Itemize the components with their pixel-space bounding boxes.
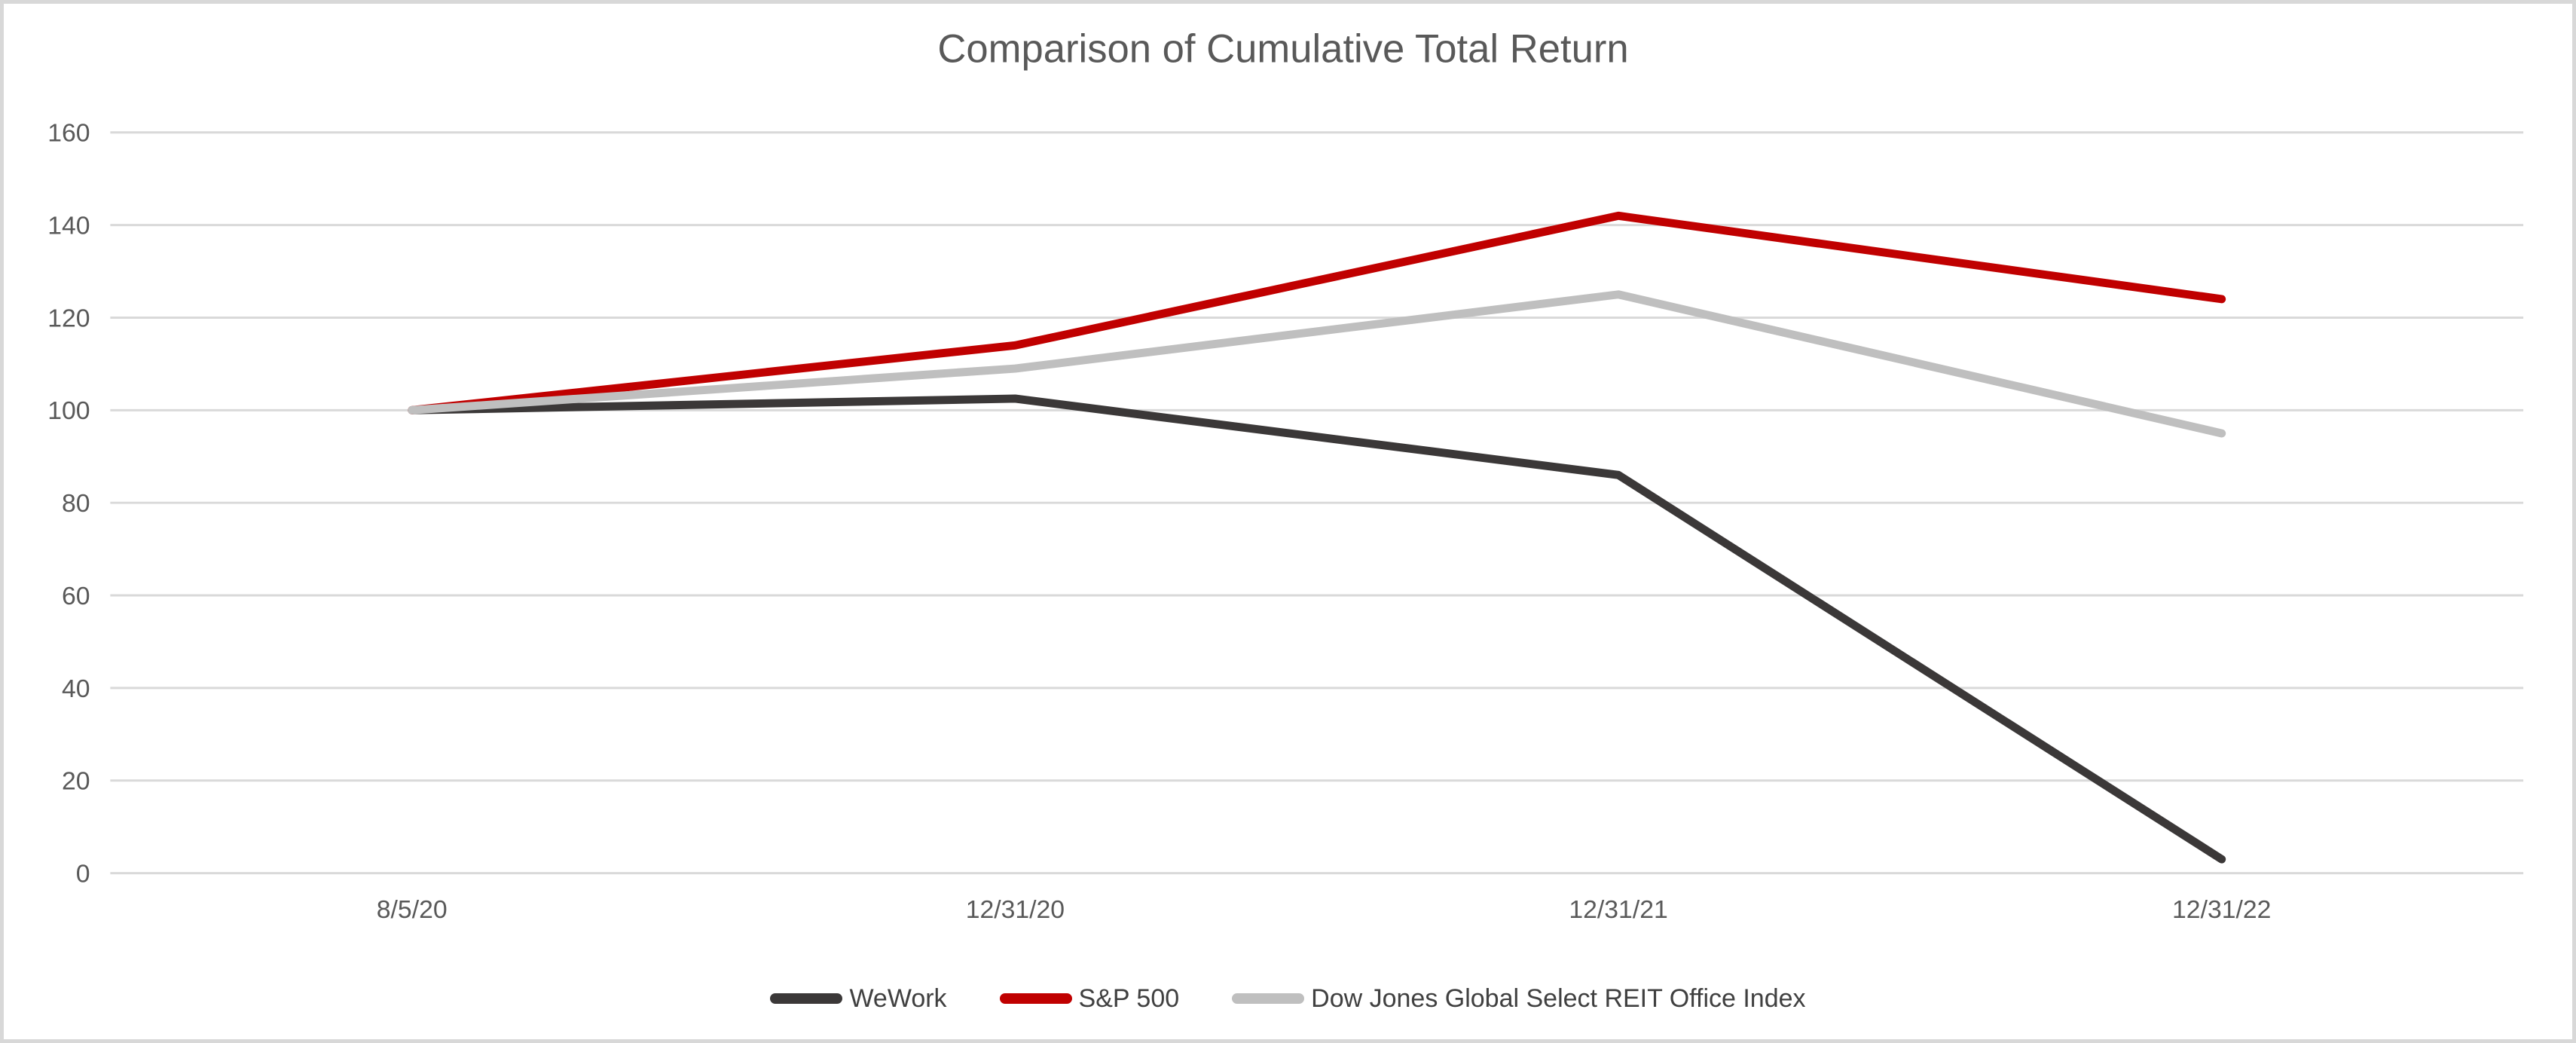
legend-line-swatch-wework	[770, 993, 843, 1004]
legend: WeWork S&P 500 Dow Jones Global Select REI…	[4, 976, 2572, 1021]
y-tick-label: 20	[62, 767, 90, 796]
y-tick-label: 100	[47, 396, 90, 425]
cumulative-return-line-chart: Comparison of Cumulative Total Return 0 2…	[47, 26, 2524, 924]
y-tick-label: 60	[62, 582, 90, 610]
chart-title: Comparison of Cumulative Total Return	[937, 26, 1628, 71]
y-tick-label: 40	[62, 674, 90, 703]
legend-label-s-p-500: S&P 500	[1078, 983, 1180, 1013]
legend-item-s-p-500: S&P 500	[999, 983, 1180, 1014]
y-axis-tick-labels: 0 20 40 60 80 100 120 140 160	[47, 119, 90, 889]
y-tick-label: 160	[47, 119, 90, 148]
x-tick-label: 12/31/22	[2172, 895, 2271, 924]
legend-line-swatch-dow-jones-global-select-reit-office-index	[1232, 993, 1305, 1004]
legend-item-dow-jones-global-select-reit-office-index: Dow Jones Global Select REIT Office Inde…	[1232, 983, 1806, 1014]
gridlines	[110, 131, 2524, 875]
x-axis-tick-labels: 8/5/20 12/31/20 12/31/21 12/31/22	[377, 895, 2272, 924]
legend-item-wework: WeWork	[770, 983, 947, 1014]
y-tick-label: 0	[76, 860, 90, 889]
series-lines	[408, 211, 2226, 864]
series-line-dow-jones-global-select-reit-office-index	[408, 290, 2226, 438]
x-tick-label: 12/31/20	[966, 895, 1065, 924]
legend-label-wework: WeWork	[849, 983, 947, 1013]
series-line-s-p-500	[408, 211, 2226, 414]
x-tick-label: 12/31/21	[1569, 895, 1667, 924]
series-line-wework	[408, 394, 2226, 864]
legend-line-swatch-s-p-500	[999, 993, 1072, 1004]
y-tick-label: 140	[47, 212, 90, 240]
y-tick-label: 120	[47, 304, 90, 332]
y-tick-label: 80	[62, 489, 90, 518]
x-tick-label: 8/5/20	[377, 895, 448, 924]
legend-label-dow-jones-global-select-reit-office-index: Dow Jones Global Select REIT Office Inde…	[1311, 983, 1806, 1013]
